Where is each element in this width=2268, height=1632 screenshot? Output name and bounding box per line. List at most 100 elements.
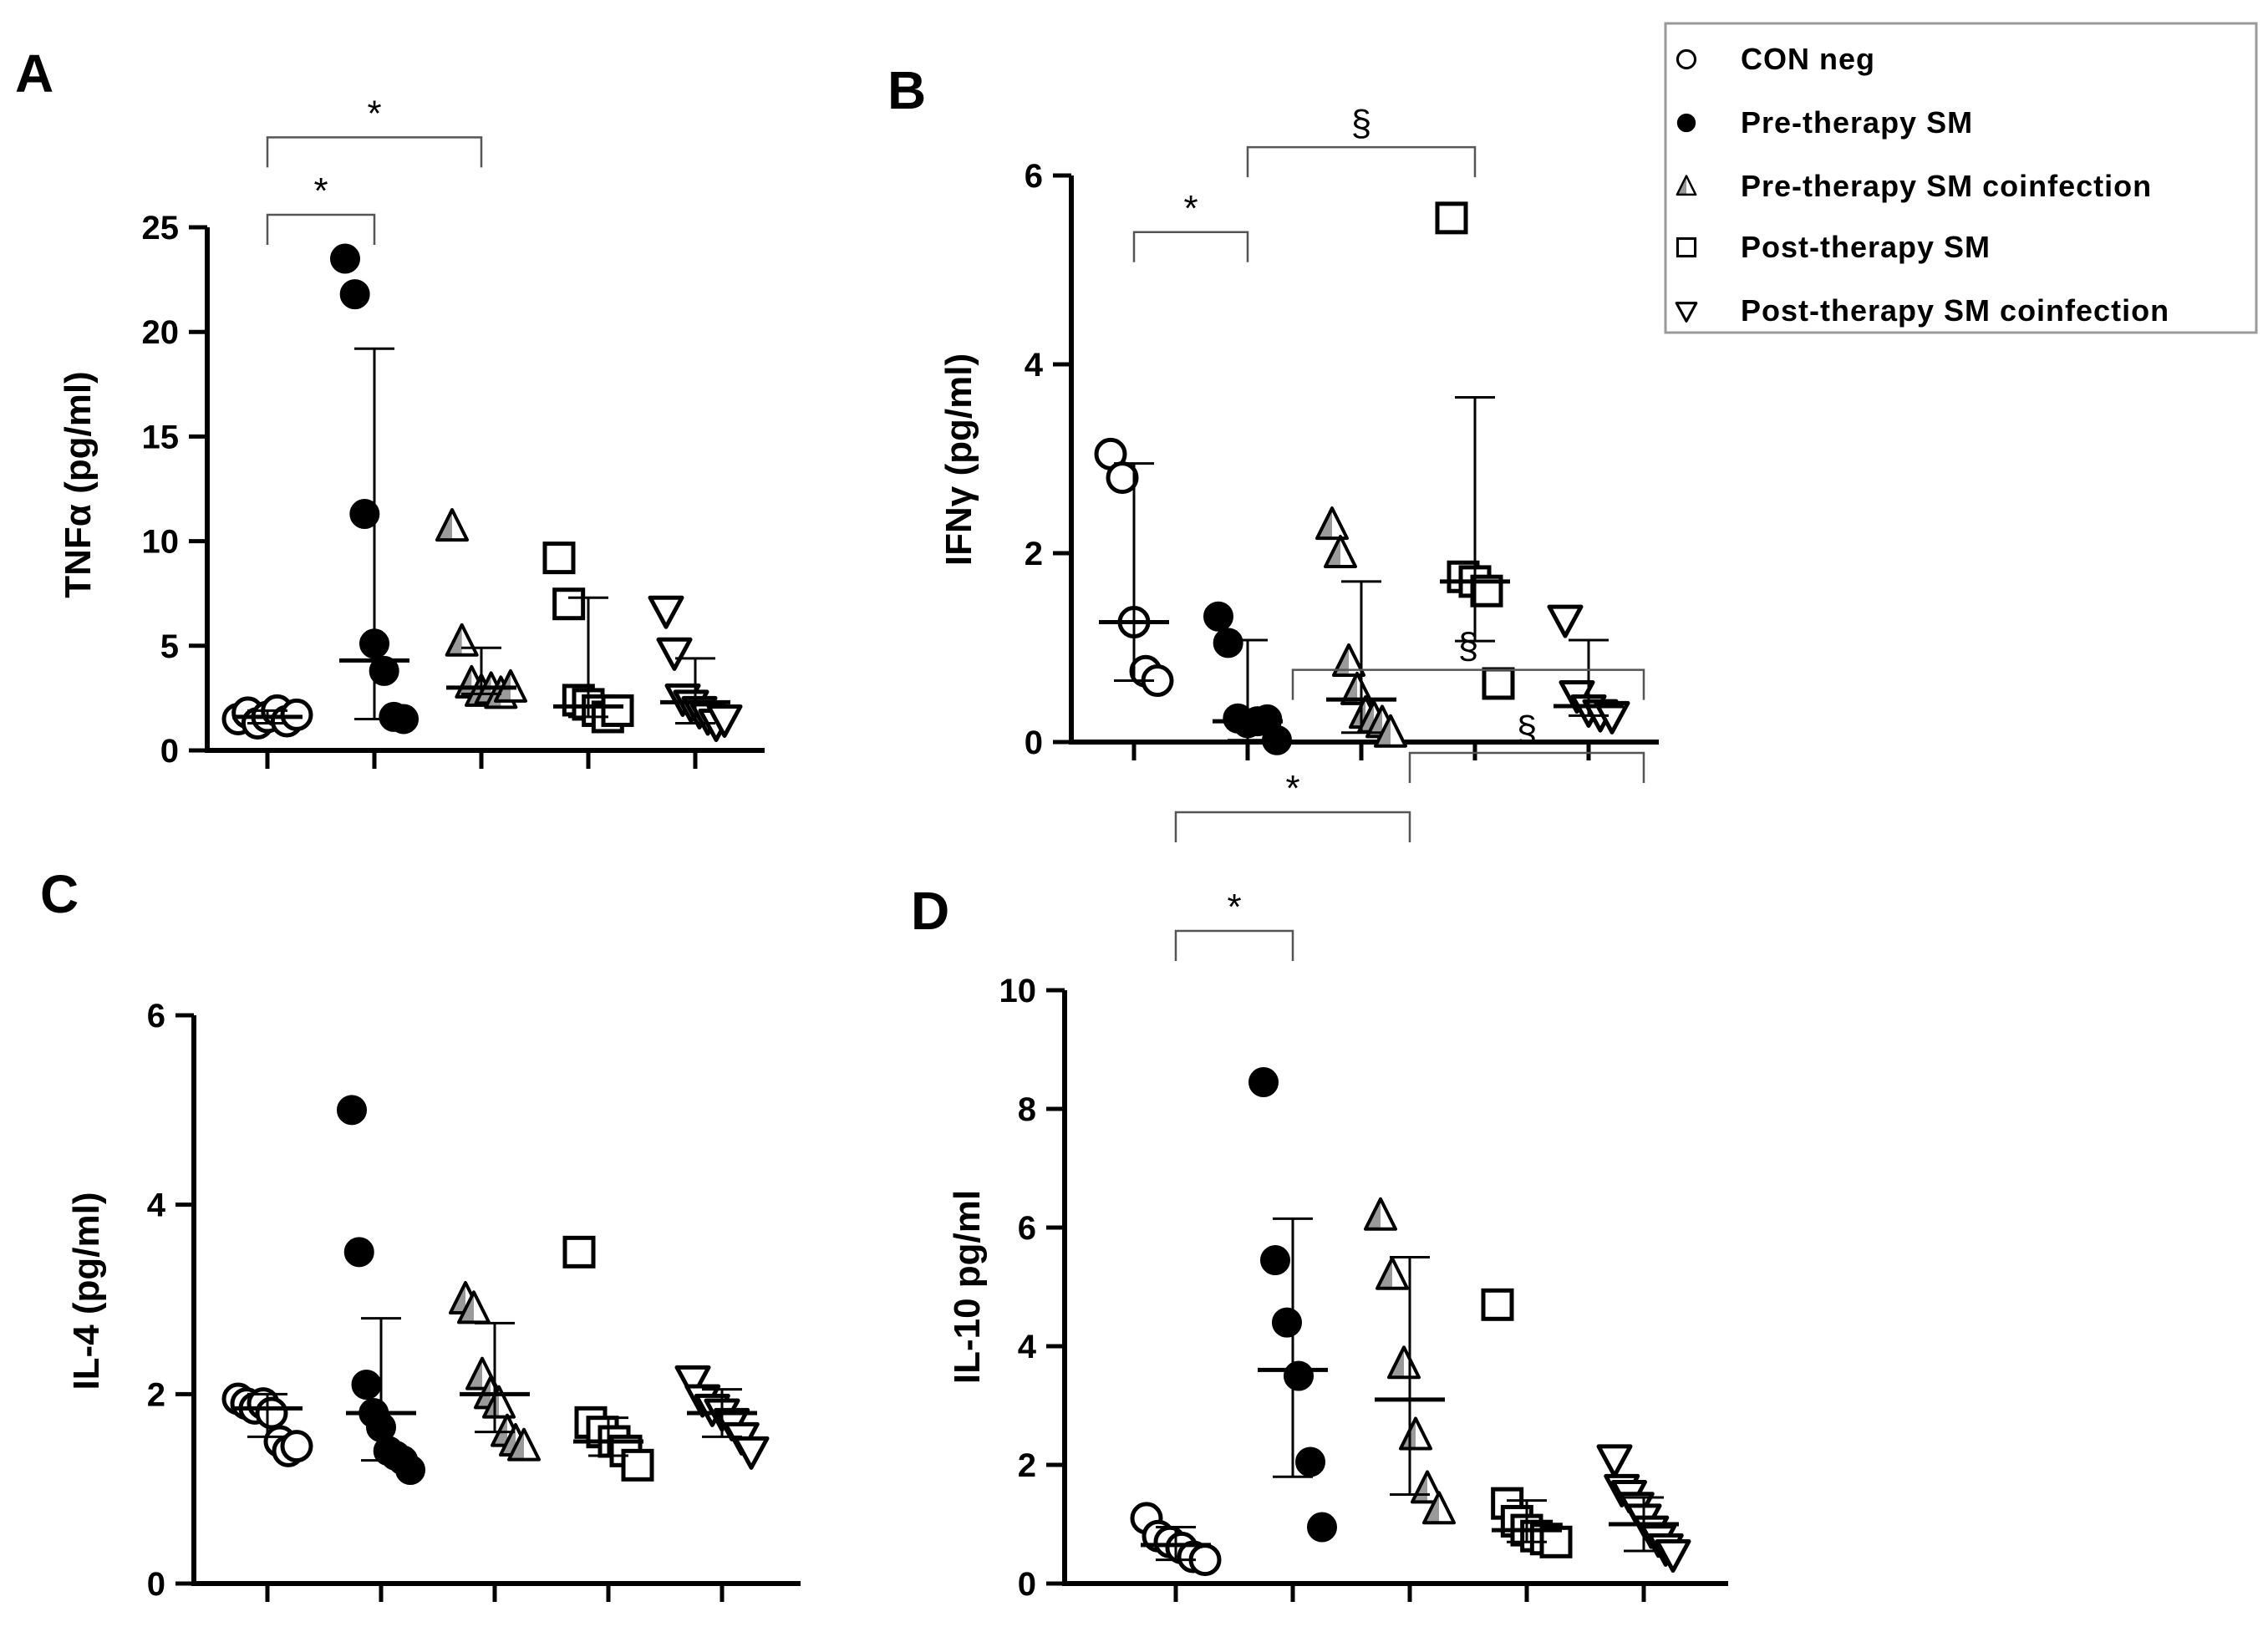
panel-a: A TNFα (pg/ml) 0 5 10 15 20 25 * * xyxy=(15,43,765,770)
point-c-pre-therapy-sm-coinfection-2 xyxy=(457,1290,491,1324)
point-c-con-neg-8 xyxy=(280,1430,313,1463)
legend-label-post-therapy-sm: Post-therapy SM xyxy=(1741,230,1991,264)
y-tick-label-d-2: 2 xyxy=(1018,1447,1036,1484)
y-tick-label-a-0: 0 xyxy=(160,733,179,770)
point-a-pre-therapy-sm-1 xyxy=(330,243,360,274)
group-a-post-therapy-sm-coinfection xyxy=(648,595,743,742)
point-c-con-neg-5 xyxy=(255,1396,288,1430)
point-b-pre-therapy-sm-coinfection-2 xyxy=(1324,535,1357,568)
y-tick-label-b-0: 0 xyxy=(1025,724,1043,761)
point-b-post-therapy-sm-5 xyxy=(1482,667,1515,700)
point-c-post-therapy-sm-coinfection-7 xyxy=(733,1436,770,1470)
y-tick-label-d-4: 4 xyxy=(1018,1329,1037,1365)
significance-bracket-a-2: * xyxy=(266,93,483,168)
y-tick-label-c-0: 0 xyxy=(147,1566,165,1603)
y-axis-title-d: IL-10 pg/ml xyxy=(947,1190,988,1384)
point-d-pre-therapy-sm-2 xyxy=(1260,1245,1290,1276)
y-tick-label-c-6: 6 xyxy=(147,998,165,1035)
point-d-pre-therapy-sm-coinfection-6 xyxy=(1422,1491,1456,1525)
panel-label-a: A xyxy=(15,43,53,104)
significance-label-b-1: * xyxy=(1183,188,1198,229)
point-b-post-therapy-sm-coinfection-1 xyxy=(1547,604,1584,638)
point-c-post-therapy-sm-1 xyxy=(562,1235,596,1268)
significance-bracket-d-3: § xyxy=(1408,709,1645,783)
point-a-post-therapy-sm-coinfection-2 xyxy=(656,637,693,671)
group-b-post-therapy-sm-coinfection xyxy=(1547,604,1630,735)
y-tick-label-b-4: 4 xyxy=(1025,347,1044,384)
point-b-pre-therapy-sm-coinfection-1 xyxy=(1315,506,1349,541)
significance-bracket-b-1: * xyxy=(1132,188,1249,262)
significance-bracket-b-2: § xyxy=(1246,103,1477,178)
panel-d: D IL-10 pg/ml 0 2 4 6 8 10 * * § § xyxy=(911,626,1728,1603)
group-d-post-therapy-sm-coinfection xyxy=(1596,1444,1691,1573)
group-d-pre-therapy-sm xyxy=(1248,1067,1337,1543)
y-axis-title-b: IFNγ (pg/ml) xyxy=(938,353,979,566)
y-tick-label-d-8: 8 xyxy=(1018,1091,1036,1128)
significance-bracket-d-4: § xyxy=(1291,626,1645,700)
group-d-post-therapy-sm xyxy=(1481,1288,1573,1558)
point-d-pre-therapy-sm-4 xyxy=(1284,1360,1314,1391)
group-d-pre-therapy-sm-coinfection xyxy=(1364,1197,1456,1525)
legend-label-con-neg: CON neg xyxy=(1741,42,1875,76)
group-b-con-neg xyxy=(1094,437,1174,698)
point-c-pre-therapy-sm-1 xyxy=(337,1095,367,1126)
point-d-post-therapy-sm-coinfection-1 xyxy=(1596,1444,1633,1478)
point-a-pre-therapy-sm-5 xyxy=(369,655,399,686)
point-a-post-therapy-sm-coinfection-8 xyxy=(706,704,743,738)
panel-label-c: C xyxy=(40,864,79,924)
point-d-pre-therapy-sm-5 xyxy=(1295,1446,1325,1477)
point-d-post-therapy-sm-1 xyxy=(1481,1288,1514,1321)
y-tick-label-c-4: 4 xyxy=(147,1187,166,1224)
point-c-pre-therapy-sm-coinfection-8 xyxy=(507,1427,541,1462)
group-c-post-therapy-sm-coinfection xyxy=(674,1365,770,1470)
point-b-pre-therapy-sm-coinfection-8 xyxy=(1374,714,1407,748)
point-c-pre-therapy-sm-9 xyxy=(395,1455,425,1485)
significance-label-d-2: * xyxy=(1285,768,1299,809)
plot-area-a: 0 5 10 15 20 25 * * xyxy=(142,93,765,770)
point-d-pre-therapy-sm-6 xyxy=(1307,1512,1337,1543)
point-b-pre-therapy-sm-coinfection-3 xyxy=(1332,643,1365,677)
group-c-pre-therapy-sm xyxy=(337,1095,425,1485)
y-tick-label-a-25: 25 xyxy=(142,210,180,247)
legend-marker-pre-therapy-sm xyxy=(1676,113,1696,133)
legend: CON neg Pre-therapy SM Pre-therapy SM co… xyxy=(1664,22,2258,334)
point-b-post-therapy-sm-1 xyxy=(1435,201,1468,235)
point-d-pre-therapy-sm-coinfection-3 xyxy=(1387,1345,1421,1380)
y-tick-label-a-20: 20 xyxy=(142,314,180,351)
point-a-pre-therapy-sm-coinfection-2 xyxy=(445,623,479,657)
y-tick-label-b-6: 6 xyxy=(1025,158,1043,195)
panel-label-d: D xyxy=(911,881,949,941)
group-d-con-neg xyxy=(1130,1502,1222,1577)
group-a-pre-therapy-sm-coinfection xyxy=(435,508,527,709)
legend-marker-con-neg xyxy=(1676,48,1697,70)
significance-label-d-1: * xyxy=(1227,887,1241,928)
significance-label-a-1: * xyxy=(313,170,328,211)
group-c-con-neg xyxy=(221,1382,313,1467)
point-a-post-therapy-sm-7 xyxy=(601,694,634,727)
group-a-con-neg xyxy=(221,694,313,740)
y-axis-title-a: TNFα (pg/ml) xyxy=(58,371,99,597)
y-tick-label-d-0: 0 xyxy=(1018,1566,1036,1603)
group-b-pre-therapy-sm xyxy=(1203,601,1292,755)
group-a-post-therapy-sm xyxy=(542,541,634,734)
group-a-pre-therapy-sm xyxy=(330,243,419,735)
y-tick-label-a-5: 5 xyxy=(160,628,179,665)
y-tick-label-d-6: 6 xyxy=(1018,1210,1036,1247)
panel-label-b: B xyxy=(887,60,926,120)
group-b-post-therapy-sm xyxy=(1435,201,1515,700)
point-d-pre-therapy-sm-coinfection-4 xyxy=(1399,1416,1432,1451)
point-a-post-therapy-sm-1 xyxy=(542,541,576,575)
legend-box xyxy=(1664,22,2258,334)
legend-marker-pre-therapy-sm-coinfection xyxy=(1676,175,1697,196)
point-a-pre-therapy-sm-2 xyxy=(339,279,370,310)
point-b-pre-therapy-sm-2 xyxy=(1213,628,1243,658)
significance-bracket-d-1: * xyxy=(1174,887,1294,961)
legend-label-post-therapy-sm-coinfection: Post-therapy SM coinfection xyxy=(1741,293,2169,328)
significance-bracket-a-1: * xyxy=(266,170,376,245)
y-tick-label-c-2: 2 xyxy=(147,1376,165,1413)
point-b-con-neg-2 xyxy=(1106,461,1139,495)
plot-area-c: 0 2 4 6 xyxy=(147,998,801,1603)
point-a-pre-therapy-sm-coinfection-1 xyxy=(435,508,469,542)
point-c-pre-therapy-sm-3 xyxy=(351,1370,382,1400)
